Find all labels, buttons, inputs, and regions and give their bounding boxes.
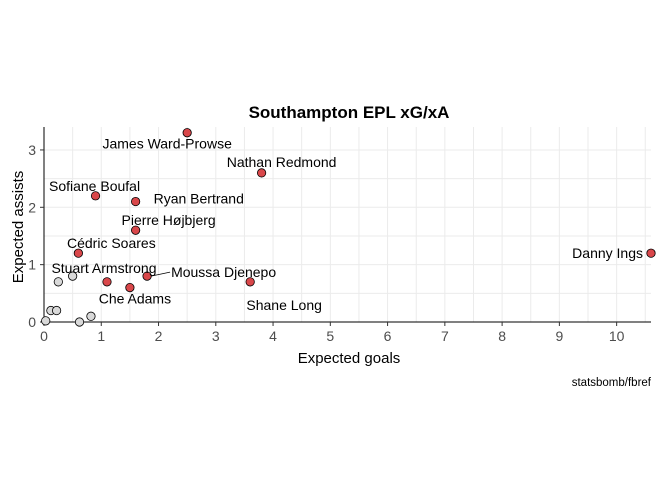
point-label: Nathan Redmond [227,154,337,170]
data-point-highlight [257,168,267,178]
x-tick-label: 6 [384,328,392,344]
x-axis-title: Expected goals [298,350,401,367]
data-points [41,128,656,327]
x-tick-label: 0 [40,328,48,344]
data-point [53,277,63,287]
point-label: Che Adams [99,291,171,307]
data-point-highlight [125,282,135,293]
x-tick-label: 3 [212,328,220,344]
axes: 0 1 2 3 4 5 6 7 8 9 10 0 1 2 3 [28,127,651,344]
point-label: Sofiane Boufal [49,178,140,194]
x-tick-label: 4 [269,328,277,344]
label-leader-line [150,271,171,277]
data-point-highlight [182,128,192,138]
x-tick-label: 9 [555,328,563,344]
data-point [86,311,96,321]
data-point [41,316,51,326]
data-point [51,305,62,316]
point-label: Shane Long [246,297,322,313]
y-tick-label: 3 [28,142,36,158]
y-tick-label: 2 [28,199,36,215]
x-tick-label: 8 [498,328,506,344]
point-label: Stuart Armstrong [51,260,156,276]
point-label: James Ward-Prowse [102,136,232,152]
x-tick-label: 10 [609,328,625,344]
y-tick-label: 1 [28,257,36,273]
x-tick-label: 5 [326,328,334,344]
x-tick-label: 1 [97,328,105,344]
data-point-highlight [646,248,656,258]
point-label: Ryan Bertrand [154,191,244,207]
x-tick-label: 7 [441,328,449,344]
data-point-highlight [131,196,141,207]
chart-title: Southampton EPL xG/xA [249,103,450,122]
data-point-highlight [102,277,112,287]
point-label: Cédric Soares [67,235,156,251]
point-labels: James Ward-Prowse Nathan Redmond Sofiane B… [49,136,643,313]
data-point [74,317,85,327]
point-label: Moussa Djenepo [171,264,276,280]
point-label: Pierre Højbjerg [122,212,216,228]
y-axis-title: Expected assists [10,171,27,284]
data-point-highlight [73,248,83,258]
chart-caption: statsbomb/fbref [572,377,652,389]
data-point [68,271,78,281]
y-tick-label: 0 [28,314,36,330]
data-point-highlight [90,191,101,201]
x-tick-label: 2 [155,328,163,344]
data-point-highlight [245,277,255,287]
point-label: Danny Ings [572,245,643,261]
data-point-highlight [131,225,141,235]
